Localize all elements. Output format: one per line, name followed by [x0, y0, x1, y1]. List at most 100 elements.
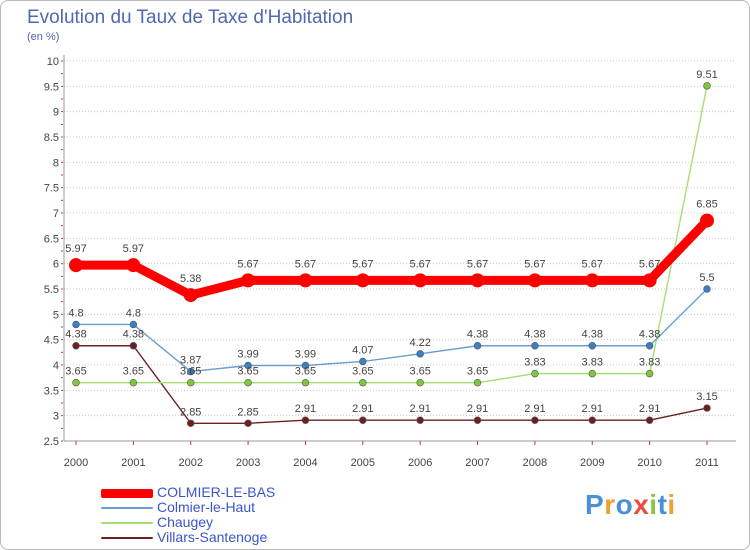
data-label: 2.91 [409, 403, 430, 415]
data-label: 5.5 [699, 272, 714, 284]
data-label: 3.65 [467, 366, 488, 378]
data-label: 5.38 [180, 273, 201, 285]
data-label: 6.85 [696, 199, 717, 211]
data-point [126, 258, 141, 273]
data-point [531, 369, 539, 378]
data-point [588, 369, 596, 378]
data-point [416, 416, 424, 424]
data-point [298, 273, 313, 288]
data-point [645, 369, 654, 378]
y-tick-label: 7.5 [44, 183, 59, 195]
data-label: 3.65 [123, 366, 144, 378]
series-line-colmier-le-bas [71, 216, 712, 300]
data-label: 3.99 [237, 349, 258, 361]
y-tick-label: 5 [53, 309, 59, 321]
data-label: 2.91 [295, 403, 316, 415]
data-label: 5.67 [524, 258, 545, 270]
legend-label: Colmier-le-Haut [157, 499, 256, 515]
data-point [183, 288, 198, 303]
data-point [703, 82, 711, 90]
data-label: 4.38 [582, 329, 603, 341]
data-point [301, 416, 310, 424]
data-point [244, 379, 252, 387]
data-label: 2.91 [639, 403, 660, 415]
data-point [645, 416, 654, 424]
data-label: 4.38 [524, 329, 545, 341]
y-tick-label: 10 [47, 56, 59, 68]
series-line-colmier-le-haut [75, 288, 708, 373]
data-label: 4.07 [352, 344, 373, 356]
data-label: 3.15 [696, 391, 717, 403]
data-label: 2.91 [467, 403, 488, 415]
x-tick-label: 2001 [121, 457, 145, 469]
y-tick-label: 6 [53, 259, 59, 271]
chart-subtitle: (en %) [27, 31, 60, 43]
legend-swatch [101, 488, 153, 498]
x-tick-label: 2000 [64, 457, 88, 469]
legend-label: COLMIER-LE-BAS [157, 484, 276, 500]
data-point [470, 273, 485, 288]
x-tick-label: 2010 [637, 457, 661, 469]
legend-swatch [101, 537, 153, 539]
data-point [244, 419, 252, 427]
y-tick-label: 8 [53, 157, 59, 169]
data-label: 3.65 [180, 366, 201, 378]
data-point [588, 342, 596, 350]
data-label: 3.65 [237, 366, 258, 378]
data-point [703, 285, 711, 293]
y-tick-label: 5.5 [44, 284, 59, 296]
data-point [301, 361, 310, 370]
data-point [187, 379, 195, 387]
data-label: 2.85 [180, 406, 201, 418]
data-label: 2.91 [524, 403, 545, 415]
x-tick-label: 2007 [465, 457, 489, 469]
proxiti-logo: Proxiti [585, 489, 676, 520]
x-tick-label: 2006 [408, 457, 432, 469]
data-label: 3.65 [352, 366, 373, 378]
data-point [531, 416, 539, 424]
y-tick-label: 7 [53, 208, 59, 220]
data-label: 5.67 [467, 258, 488, 270]
data-point [645, 342, 654, 350]
data-point [187, 367, 195, 376]
data-point [72, 342, 80, 350]
x-tick-label: 2003 [236, 457, 260, 469]
series-line-chaugey [75, 85, 708, 384]
data-label: 4.8 [126, 307, 141, 319]
data-label: 4.38 [65, 329, 86, 341]
data-label: 5.67 [352, 258, 373, 270]
y-tick-label: 9.5 [44, 81, 59, 93]
x-tick-label: 2004 [293, 457, 317, 469]
data-label: 3.83 [582, 357, 603, 369]
data-point [473, 379, 482, 387]
data-point [588, 416, 596, 424]
data-point [241, 273, 256, 288]
data-point [129, 379, 138, 387]
data-label: 5.67 [295, 258, 316, 270]
data-label: 9.51 [696, 69, 717, 81]
data-point [527, 273, 542, 288]
data-point [129, 342, 138, 350]
data-label: 4.22 [409, 337, 430, 349]
y-tick-label: 4.5 [44, 335, 59, 347]
y-tick-label: 3 [53, 411, 59, 423]
data-point [416, 350, 424, 358]
y-tick-label: 8.5 [44, 132, 59, 144]
y-tick-label: 9 [53, 107, 59, 119]
data-point [413, 273, 428, 288]
data-label: 5.97 [65, 243, 86, 255]
data-label: 5.67 [582, 258, 603, 270]
legend-label: Villars-Santenoge [157, 529, 268, 545]
data-label: 3.83 [524, 357, 545, 369]
data-point [700, 213, 714, 228]
data-point [359, 357, 367, 366]
data-label: 2.91 [352, 403, 373, 415]
data-label: 3.83 [639, 357, 660, 369]
data-label: 5.97 [123, 243, 144, 255]
data-label: 2.85 [237, 406, 258, 418]
legend-swatch [101, 522, 153, 524]
data-label: 3.65 [295, 366, 316, 378]
series-line-villars-santenoge [75, 345, 708, 424]
